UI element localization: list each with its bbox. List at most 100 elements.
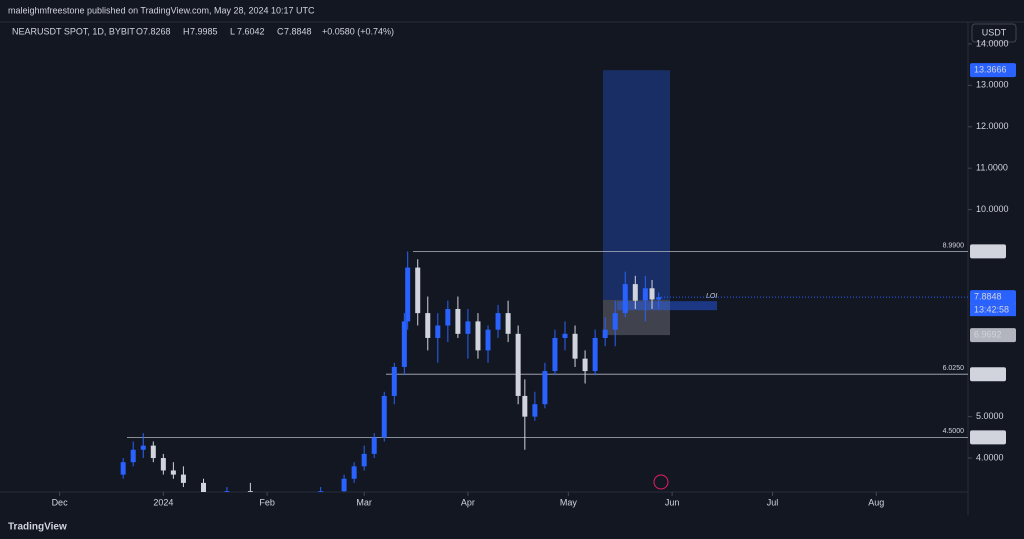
candle-body [552,337,558,372]
candle-body [150,445,156,459]
y-tick-label: 13.0000 [976,80,1009,90]
x-tick-label: May [560,497,578,507]
level-label: 8.9900 [943,242,965,249]
price-tag [970,63,1016,78]
ohlc-value: 7.8848 [284,26,312,36]
ohlc-value: 7.6042 [237,26,265,36]
candle-body [405,267,411,322]
level-tag-label: 8.9900 [974,246,1002,256]
candle-body [475,321,481,351]
candle-body [130,449,136,463]
candle-body [425,313,431,338]
candle-body [592,337,598,372]
currency-button[interactable] [971,23,1017,43]
candle-body [351,466,357,479]
candle-body [485,329,491,351]
ohlc-label: H [183,26,190,36]
candle-body [224,491,230,492]
candle-body [341,478,347,492]
currency-label: USDT [982,27,1007,37]
candle-body [465,321,471,334]
ohlc-legend: O 7.8268 H 7.9985 L 7.6042 C 7.8848 +0.0580 (+0.… [136,26,394,36]
candle-body [522,395,528,417]
x-tick-label: Jun [665,497,680,507]
candle-body [495,313,501,330]
y-tick-label: 14.0000 [976,38,1009,48]
y-tick-label: 10.0000 [976,204,1009,214]
y-tick-label: 5.0000 [976,411,1004,421]
countdown-bg [970,304,1016,317]
candle-body [391,366,397,396]
price-tag [970,328,1016,343]
event-icon[interactable] [653,474,669,490]
change: +0.0580 (+0.74%) [322,26,394,36]
candle-body [415,267,421,314]
y-tick-label: 4.0000 [976,452,1004,462]
target-zone [603,70,670,300]
candle-body [318,491,324,492]
price-tag-label: 6.9692 [974,329,1002,339]
candle-body [649,288,655,300]
level-label: 6.0250 [943,365,965,372]
candle-body [180,474,186,483]
level-tag [970,367,1006,382]
candle-body [201,482,207,492]
x-tick-label: Aug [868,497,884,507]
countdown: 13:42:58 [974,305,1009,315]
candle-body [505,313,511,334]
candle-body [247,491,253,492]
candle-body [572,333,578,359]
x-tick-label: Apr [461,497,475,507]
candle-body [602,329,608,338]
ohlc-value: 7.9985 [190,26,218,36]
candle-body [455,308,461,334]
y-tick-label: 12.0000 [976,121,1009,131]
publish-header: maleighmfreestone published on TradingVi… [8,5,315,15]
candle-body [170,470,176,475]
candle-body [361,453,367,467]
candle-body [542,371,548,405]
candle-body [381,395,387,438]
candle-body [371,437,377,454]
annotation: LOI [706,293,717,300]
level-tag [970,244,1006,259]
candle-body [140,445,146,450]
candle-body [435,325,441,338]
price-tag-label: 7.8848 [974,292,1002,302]
ohlc-label: O [136,26,143,36]
loi-box [617,301,717,311]
candle-body [582,358,588,372]
candle-body [642,288,648,301]
level-tag-label: 6.0250 [974,369,1002,379]
candle-body [160,458,166,471]
candle-body [632,284,638,301]
x-tick-label: Dec [52,497,69,507]
ohlc-label: C [277,26,284,36]
ohlc-label: L [230,26,235,36]
candle-body [622,284,628,314]
plot: LOI 8.9900 6.0250 4.5000 [120,70,968,492]
price-tag [970,290,1016,305]
x-tick-label: 2024 [153,497,173,507]
symbol: NEARUSDT SPOT, 1D, BYBIT [12,26,135,36]
footer-brand: TradingView [8,522,67,533]
x-tick-label: Mar [356,497,372,507]
candle-body [515,333,521,396]
x-tick-label: Jul [767,497,779,507]
x-tick-label: Feb [259,497,275,507]
level-label: 4.5000 [943,428,965,435]
y-tick-label: 11.0000 [976,163,1008,173]
level-tag [970,430,1006,445]
level-tag-label: 4.5000 [974,432,1002,442]
candle-body [120,462,126,475]
candle-body [532,404,538,417]
ohlc-value: 7.8268 [143,26,171,36]
price-tag-label: 13.3666 [974,65,1007,75]
candle-body [401,321,407,367]
candle-body [562,333,568,338]
candle-body [445,308,451,326]
candle-body [612,313,618,330]
